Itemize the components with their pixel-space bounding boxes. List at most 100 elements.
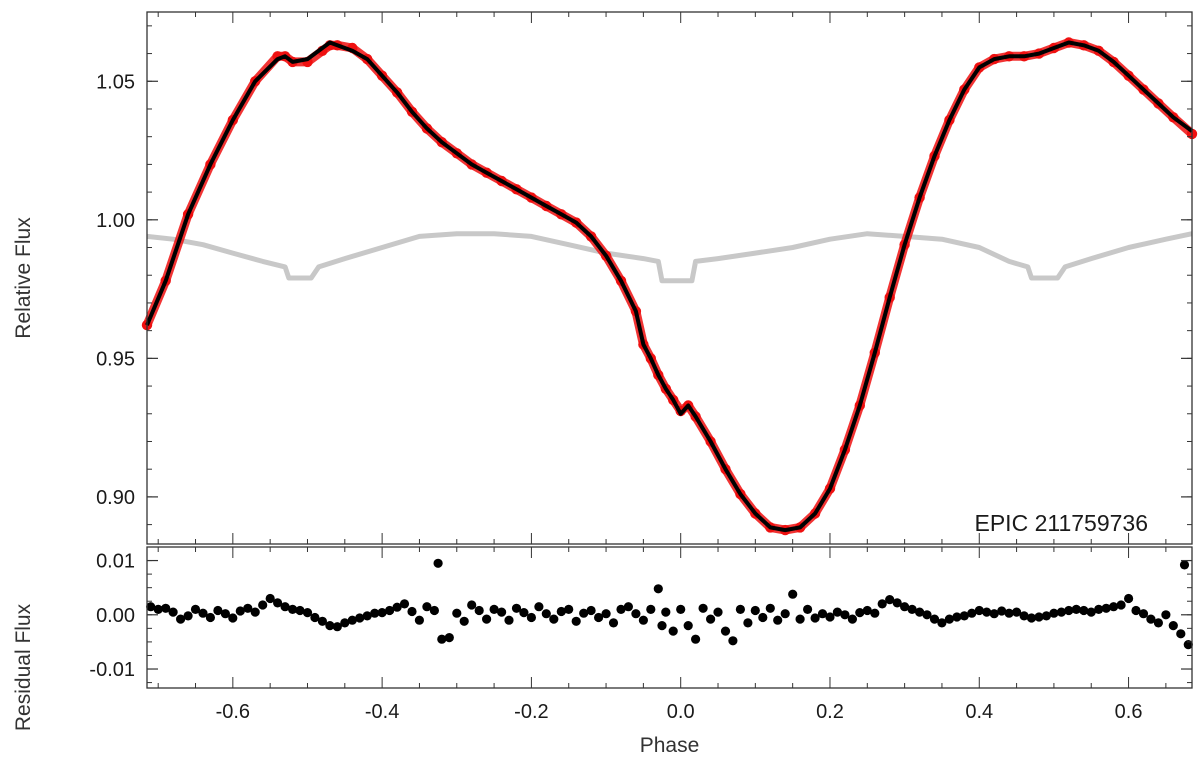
residual-point: [422, 602, 432, 612]
residual-point: [161, 603, 171, 613]
residual-point: [1019, 611, 1029, 621]
residual-point: [765, 603, 775, 613]
residual-point: [1041, 611, 1051, 621]
residual-point: [780, 609, 790, 619]
residual-point: [437, 634, 447, 644]
residual-point: [803, 604, 813, 615]
y-tick-label: 1.00: [96, 210, 135, 232]
residual-point: [235, 606, 245, 616]
residual-point: [1026, 613, 1037, 623]
residual-point: [974, 605, 984, 616]
residual-point: [1161, 610, 1171, 620]
residual-point: [1012, 607, 1022, 617]
residual-point: [1064, 605, 1074, 616]
residual-point: [720, 626, 731, 636]
residual-point: [631, 609, 641, 619]
model-fit-series: [145, 40, 1194, 533]
y-tick-label: 0.01: [96, 551, 135, 573]
residual-point: [310, 612, 320, 623]
residual-point: [213, 605, 223, 616]
residual-point: [168, 607, 178, 617]
residual-point: [392, 602, 402, 612]
residual-point: [541, 609, 551, 619]
residual-point: [198, 608, 208, 618]
residual-point: [370, 608, 380, 618]
top-x-axis-ticks: [157, 12, 1167, 544]
residual-point: [817, 609, 828, 619]
residual-point: [907, 604, 917, 615]
residual-point: [176, 614, 186, 624]
residual-point: [385, 605, 395, 616]
residual-point: [997, 606, 1007, 616]
residual-point: [885, 595, 895, 605]
residual-point: [497, 607, 507, 617]
residual-point: [258, 600, 268, 610]
residual-point: [504, 615, 514, 625]
residual-point: [773, 615, 783, 625]
residual-point: [407, 606, 417, 617]
residual-point: [638, 615, 649, 625]
model-component-series: [146, 231, 1193, 284]
residual-point: [190, 604, 201, 615]
residual-point: [982, 607, 992, 617]
residual-point: [944, 614, 955, 624]
residual-point: [594, 612, 604, 623]
residual-point: [459, 616, 469, 626]
residual-point: [444, 633, 454, 643]
x-axis-label: Phase: [640, 734, 700, 757]
residual-point: [526, 612, 537, 623]
residual-point: [571, 616, 581, 626]
residual-point: [205, 612, 215, 623]
residual-point: [250, 607, 260, 617]
residual-point: [183, 611, 193, 621]
residual-point: [877, 599, 887, 609]
residual-point: [952, 612, 962, 622]
y-tick-label: -0.01: [89, 659, 135, 681]
residual-point: [758, 612, 768, 623]
residual-point: [1086, 607, 1096, 617]
y-tick-label: 0.95: [96, 348, 135, 370]
x-tick-label: -0.2: [514, 701, 548, 723]
bottom-y-axis-ticks: -0.01 0.00 0.01: [89, 546, 1192, 684]
residual-point: [1153, 618, 1163, 628]
residual-point: [862, 605, 872, 616]
residual-point: [564, 604, 574, 615]
residual-point: [683, 621, 693, 631]
residual-point: [892, 598, 902, 608]
model-fit-line: [145, 40, 1194, 533]
residual-point: [1124, 593, 1134, 604]
residual-point: [153, 604, 163, 615]
residual-point: [243, 603, 253, 613]
residual-point: [825, 612, 835, 622]
top-y-axis-ticks: 0.90 0.95 1.00 1.05: [96, 25, 1192, 526]
residual-point: [482, 614, 492, 624]
residual-point: [340, 618, 350, 628]
residual-point: [1049, 608, 1059, 618]
residual-point: [1079, 605, 1089, 616]
residual-point: [870, 608, 880, 618]
residual-point: [713, 607, 723, 617]
residual-point: [489, 604, 499, 615]
model-component-line: [146, 231, 1193, 284]
top-y-axis-label: Relative Flux: [12, 217, 35, 339]
residual-point: [549, 614, 559, 624]
residual-point: [661, 607, 671, 617]
residual-point: [915, 607, 925, 617]
residual-point: [855, 608, 865, 618]
residual-point: [586, 605, 596, 616]
residual-point: [355, 613, 365, 623]
residual-point: [1109, 602, 1119, 612]
residual-point: [847, 614, 858, 624]
residual-point: [929, 614, 940, 624]
residual-point: [317, 616, 327, 626]
y-tick-label: 1.05: [96, 71, 135, 93]
residual-point: [706, 614, 716, 624]
residual-point: [616, 604, 626, 615]
residual-point: [623, 602, 634, 612]
bottom-plot-frame: [146, 546, 1193, 689]
x-tick-label: 0.6: [1115, 701, 1143, 723]
residual-point: [750, 605, 760, 616]
residual-point: [728, 636, 738, 646]
residual-point: [1004, 608, 1014, 618]
